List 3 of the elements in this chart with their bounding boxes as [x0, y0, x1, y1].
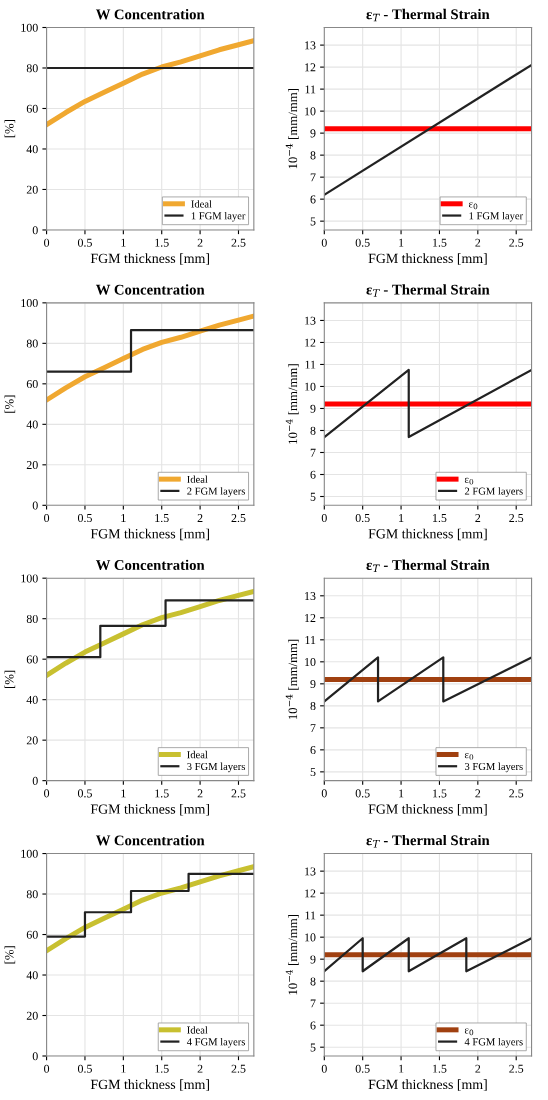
line-series [46, 38, 254, 128]
line-series [46, 872, 254, 938]
line-series [46, 313, 254, 403]
